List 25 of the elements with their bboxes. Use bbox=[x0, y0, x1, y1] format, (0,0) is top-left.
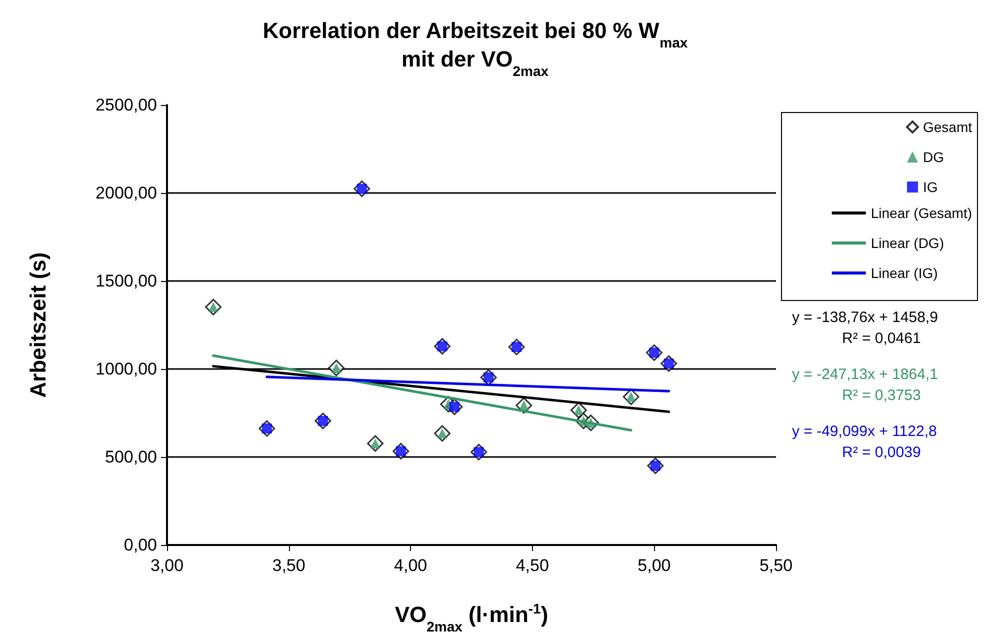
x-tick-label: 3,00 bbox=[150, 556, 184, 575]
y-tick-label: 1000,00 bbox=[96, 360, 157, 378]
legend-label: Linear (DG) bbox=[870, 235, 944, 251]
y-tick-label: 1500,00 bbox=[96, 272, 157, 290]
x-tick-label: 5,00 bbox=[638, 556, 671, 575]
y-tick-label: 2000,00 bbox=[96, 184, 157, 202]
y-tick-label: 2500,00 bbox=[96, 96, 157, 114]
x-tick-label: 5,50 bbox=[759, 556, 793, 575]
legend-label: Gesamt bbox=[922, 119, 972, 135]
text: y = -138,76x + 1458,9 bbox=[792, 309, 938, 326]
text: R² = 0,0461 bbox=[842, 330, 921, 347]
text: y = -49,099x + 1122,8 bbox=[792, 423, 937, 440]
legend-label: Linear (Gesamt) bbox=[870, 205, 972, 221]
legend-label: IG bbox=[922, 179, 938, 195]
x-tick-label: 4,50 bbox=[516, 556, 549, 575]
legend-label: DG bbox=[922, 149, 944, 165]
x-tick-label: 3,50 bbox=[272, 556, 306, 575]
text: R² = 0,0039 bbox=[842, 444, 921, 461]
legend-label: Linear (IG) bbox=[870, 265, 938, 281]
text: R² = 0,3753 bbox=[842, 387, 921, 404]
y-tick-label: 500,00 bbox=[105, 448, 157, 466]
x-tick-label: 4,00 bbox=[394, 556, 428, 575]
y-tick-label: 0,00 bbox=[124, 536, 157, 554]
text: y = -247,13x + 1864,1 bbox=[792, 366, 938, 383]
y-axis-title: Arbeitszeit (s) bbox=[26, 252, 50, 398]
